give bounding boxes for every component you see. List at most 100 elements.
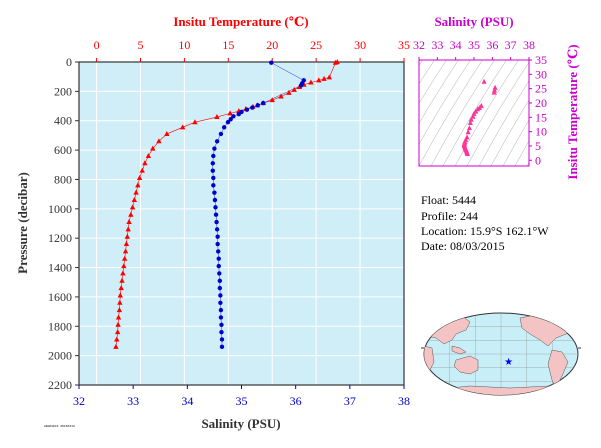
temperature-point bbox=[118, 285, 124, 291]
temperature-point bbox=[131, 197, 138, 203]
salinity-point bbox=[260, 100, 266, 106]
density-contour bbox=[419, 60, 423, 66]
density-contour bbox=[490, 99, 529, 166]
salinity-point bbox=[236, 111, 241, 117]
salinity-point bbox=[219, 337, 225, 342]
salinity-point bbox=[298, 83, 304, 88]
temperature-tick-label: 25 bbox=[310, 38, 322, 52]
antarctica-landmass bbox=[424, 385, 578, 395]
ts-salinity-tick-label: 34 bbox=[450, 38, 462, 52]
salinity-point bbox=[214, 227, 220, 232]
ts-temperature-tick-label: 25 bbox=[535, 82, 547, 96]
salinity-point bbox=[216, 256, 221, 261]
salinity-point bbox=[214, 139, 220, 144]
temperature-point bbox=[278, 93, 284, 99]
salinity-tick-label: 38 bbox=[398, 394, 410, 408]
salinity-tick-label: 37 bbox=[344, 394, 356, 408]
temperature-point bbox=[156, 138, 162, 144]
salinity-point bbox=[219, 344, 225, 350]
temperature-point bbox=[115, 321, 121, 327]
ts-temperature-tick-label: 10 bbox=[535, 125, 547, 139]
salinity-point bbox=[219, 329, 224, 335]
salinity-point bbox=[269, 60, 274, 65]
ts-temperature-axis-title: Insitu Temperature (℃) bbox=[565, 44, 580, 179]
temperature-point bbox=[164, 130, 170, 136]
temperature-point bbox=[123, 241, 130, 247]
salinity-point bbox=[218, 307, 224, 313]
density-contour bbox=[419, 60, 483, 166]
ts-temperature-tick-label: 0 bbox=[535, 153, 541, 167]
temperature-tick-label: 5 bbox=[137, 38, 143, 52]
density-contour bbox=[514, 140, 529, 166]
profile-number: Profile: 244 bbox=[421, 209, 478, 223]
salinity-point bbox=[213, 205, 218, 210]
salinity-axis-ticks: 32 33 34 35 36 37 38 bbox=[73, 385, 410, 408]
salinity-point bbox=[210, 168, 215, 173]
ts-point bbox=[467, 120, 473, 126]
temperature-tick-label: 20 bbox=[266, 38, 278, 52]
pressure-tick-label: 800 bbox=[54, 172, 72, 186]
density-contour bbox=[466, 61, 529, 166]
salinity-point bbox=[244, 107, 250, 112]
pressure-tick-label: 0 bbox=[66, 55, 72, 69]
pressure-tick-label: 1600 bbox=[48, 290, 72, 304]
ts-temperature-tick-label: 5 bbox=[535, 139, 541, 153]
temperature-point bbox=[116, 307, 123, 313]
ts-point bbox=[491, 89, 497, 95]
temperature-tick-label: 10 bbox=[178, 38, 190, 52]
ts-point bbox=[466, 125, 472, 131]
density-contour bbox=[419, 60, 459, 124]
temperature-point bbox=[115, 314, 122, 320]
indonesia-landmass bbox=[451, 345, 467, 355]
temperature-point bbox=[291, 86, 297, 92]
temperature-tick-label: 15 bbox=[222, 38, 234, 52]
ts-salinity-tick-label: 32 bbox=[413, 38, 425, 52]
pressure-tick-label: 200 bbox=[54, 84, 72, 98]
float-location-marker: ★ bbox=[504, 357, 513, 368]
temperature-point bbox=[150, 145, 156, 151]
salinity-tick-label: 32 bbox=[73, 394, 85, 408]
temperature-point bbox=[308, 79, 314, 85]
salinity-point bbox=[216, 263, 221, 269]
salinity-point bbox=[217, 278, 223, 283]
ts-density-contours bbox=[419, 60, 529, 166]
float-id: Float: 5444 bbox=[421, 193, 477, 207]
temperature-axis-title: Insitu Temperature (℃) bbox=[173, 14, 308, 29]
float-location: Location: 15.9°S 162.1°W bbox=[421, 224, 549, 238]
salinity-point bbox=[225, 119, 231, 125]
salinity-point bbox=[215, 234, 220, 239]
temperature-tick-label: 0 bbox=[94, 38, 100, 52]
salinity-point bbox=[216, 249, 221, 254]
salinity-point bbox=[217, 271, 222, 276]
location-map: ★ bbox=[421, 312, 581, 396]
ts-point bbox=[492, 84, 498, 90]
pressure-tick-label: 1200 bbox=[48, 231, 72, 245]
salinity-tick-label: 36 bbox=[290, 394, 302, 408]
pressure-axis-ticks: 0 200 400 600 800 1000 1200 1400 1600 1800 2000 220… bbox=[48, 55, 79, 392]
ts-points bbox=[461, 78, 498, 156]
ts-temperature-tick-label: 35 bbox=[535, 53, 547, 67]
temperature-point bbox=[332, 59, 339, 65]
salinity-point bbox=[231, 114, 236, 119]
ts-salinity-tick-label: 38 bbox=[523, 38, 535, 52]
temperature-point bbox=[122, 248, 129, 254]
pressure-tick-label: 400 bbox=[54, 114, 72, 128]
density-contour bbox=[419, 60, 447, 104]
salinity-point bbox=[213, 212, 219, 217]
ts-point bbox=[492, 87, 498, 93]
temperature-point bbox=[126, 219, 132, 225]
density-contour bbox=[478, 80, 529, 166]
ts-point bbox=[470, 113, 476, 119]
temperature-point bbox=[321, 75, 327, 81]
pressure-tick-label: 1400 bbox=[48, 261, 72, 275]
ts-point bbox=[481, 78, 487, 84]
ts-point bbox=[465, 129, 471, 135]
temperature-point bbox=[125, 226, 131, 232]
salinity-point bbox=[211, 175, 216, 181]
ts-temperature-tick-label: 30 bbox=[535, 67, 547, 81]
temperature-point bbox=[129, 204, 136, 210]
salinity-point bbox=[218, 300, 223, 305]
salinity-point bbox=[217, 285, 223, 291]
salinity-point bbox=[210, 161, 215, 166]
